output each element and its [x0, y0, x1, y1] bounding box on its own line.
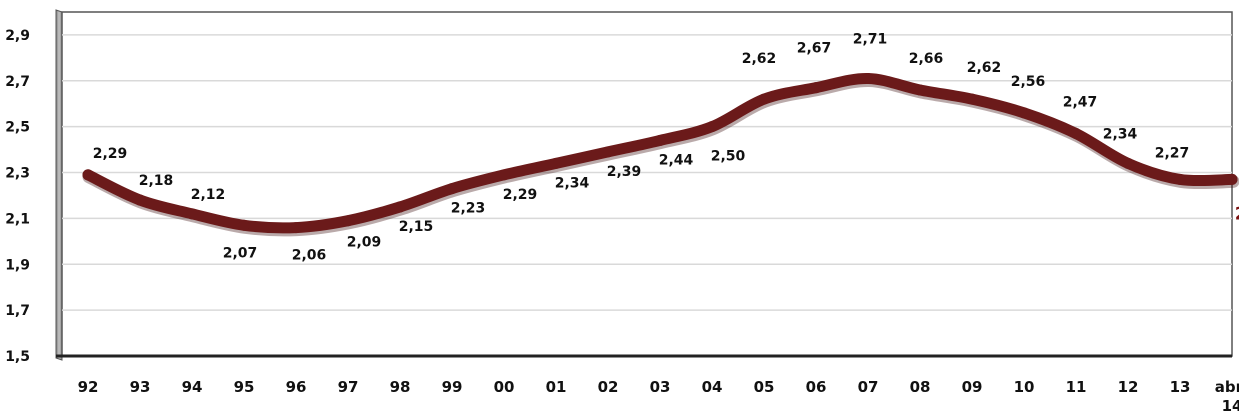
data-label: 2,07 [223, 245, 258, 261]
data-label: 2,39 [607, 164, 642, 180]
data-label: 2,18 [139, 173, 174, 189]
y-tick-label: 2,3 [5, 166, 30, 182]
data-point [186, 208, 198, 220]
x-tick-label: 13 [1170, 378, 1191, 396]
x-tick-label: 11 [1066, 378, 1087, 396]
data-point [394, 201, 406, 213]
data-point [446, 183, 458, 195]
data-point [134, 194, 146, 206]
data-points [82, 73, 1238, 234]
data-label: 2,12 [191, 187, 226, 203]
x-tick-label: 98 [390, 378, 411, 396]
data-point [862, 73, 874, 85]
data-label: 2,09 [347, 235, 382, 251]
left-wall [55, 9, 63, 361]
data-label: 2,47 [1063, 95, 1098, 111]
data-labels: 2,29 2,18 2,12 2,07 2,06 2,09 2,15 2,23 2,29 2,34… [93, 32, 1239, 264]
data-point [654, 134, 666, 146]
data-label: 2,29 [93, 146, 128, 162]
data-label: 2,23 [451, 201, 486, 217]
y-tick-label: 2,5 [5, 120, 30, 136]
y-tick-label: 2,9 [5, 28, 30, 44]
data-point [498, 169, 510, 181]
x-tick-label: abr-14 [1215, 378, 1239, 415]
x-tick-label: 07 [858, 378, 879, 396]
x-tick-label: 92 [78, 378, 99, 396]
data-point [342, 215, 354, 227]
x-tick-label: 10 [1014, 378, 1035, 396]
data-label: 2,15 [399, 219, 434, 235]
x-tick-label: 97 [338, 378, 359, 396]
x-axis: 92 93 94 95 96 97 98 99 00 01 02 03 04 05 06 07 08 09 10 11… [78, 378, 1239, 415]
data-point [810, 82, 822, 94]
x-tick-label: 96 [286, 378, 307, 396]
data-point [1018, 107, 1030, 119]
x-tick-label: 09 [962, 378, 983, 396]
data-point [1070, 128, 1082, 140]
data-point [550, 157, 562, 169]
data-point [914, 84, 926, 96]
data-label: 2,62 [742, 51, 777, 67]
data-label: 2,71 [853, 32, 888, 48]
data-point [602, 146, 614, 158]
data-label: 2,62 [967, 60, 1002, 76]
data-point [1174, 173, 1186, 185]
x-tick-label: 04 [702, 378, 723, 396]
data-label: 2,56 [1011, 74, 1046, 90]
x-tick-label: 93 [130, 378, 151, 396]
y-tick-label: 2,7 [5, 74, 30, 90]
data-label: 2,34 [555, 175, 590, 191]
x-tick-label: 02 [598, 378, 619, 396]
x-tick-label: 95 [234, 378, 255, 396]
y-tick-label: 1,5 [5, 349, 30, 365]
data-point [706, 121, 718, 133]
data-label: 2,66 [909, 51, 944, 67]
x-tick-label: 94 [182, 378, 203, 396]
x-tick-label: 01 [546, 378, 567, 396]
x-tick-label: 12 [1118, 378, 1139, 396]
x-tick-label: 03 [650, 378, 671, 396]
data-label: 2,29 [503, 187, 538, 203]
data-label: 2,34 [1103, 126, 1138, 142]
data-point [1122, 157, 1134, 169]
data-label: 2,50 [711, 149, 746, 165]
data-point [290, 222, 302, 234]
y-tick-label: 1,9 [5, 257, 30, 273]
data-label: 2,44 [659, 152, 694, 168]
data-label: 2,27 [1155, 145, 1190, 161]
data-label: 2,06 [292, 248, 327, 264]
data-point [966, 93, 978, 105]
y-tick-label: 1,7 [5, 303, 30, 319]
data-point [82, 169, 94, 181]
data-label: 2,67 [797, 41, 832, 57]
data-point [758, 93, 770, 105]
data-label: 2,27 [1235, 203, 1239, 224]
x-tick-label: 00 [494, 378, 515, 396]
y-axis: 1,5 1,7 1,9 2,1 2,3 2,5 2,7 2,9 [5, 28, 30, 365]
data-point [1226, 173, 1238, 185]
data-point [238, 219, 250, 231]
x-tick-label: 99 [442, 378, 463, 396]
plot-area [61, 11, 1233, 357]
y-tick-label: 2,1 [5, 211, 30, 227]
x-tick-label: 05 [754, 378, 775, 396]
x-tick-label: 06 [806, 378, 827, 396]
x-tick-label: 08 [910, 378, 931, 396]
gridlines [62, 34, 1232, 311]
